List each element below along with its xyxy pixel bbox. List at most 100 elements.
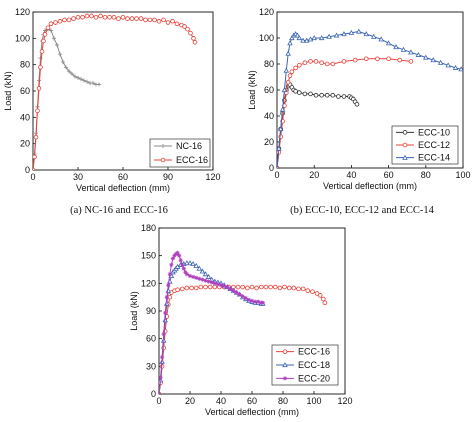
data-point [240,284,246,290]
data-point [249,298,255,303]
data-point [41,38,46,44]
data-point [408,59,414,64]
data-point [160,355,165,360]
data-point [102,14,108,20]
data-point [167,272,172,277]
x-axis-title: Vertical deflection (mm) [323,181,417,191]
data-point [63,65,69,70]
data-point [96,82,102,87]
data-point [180,262,185,267]
data-point [84,79,90,84]
data-point [205,273,212,279]
data-point [300,286,306,292]
data-point [375,56,380,62]
data-point [134,16,139,21]
data-point [408,49,414,55]
data-point [423,54,429,60]
data-point [84,13,90,19]
legend-marker [282,362,288,368]
data-point [75,75,81,80]
legend-marker [402,130,408,135]
data-point [246,297,251,303]
series-ecc-12 [277,56,414,168]
data-point [302,60,308,65]
data-point [215,282,220,287]
x-tick-label: 60 [247,396,257,406]
y-tick-label: 40 [20,112,30,122]
legend-marker [160,157,166,163]
data-point [51,36,57,41]
series-ecc-14 [277,28,463,168]
data-point [48,21,54,27]
data-point [147,17,153,23]
data-point [302,91,308,97]
x-tick-label: 100 [455,170,470,180]
y-tick-label: 60 [20,86,30,96]
data-point [175,287,180,293]
data-point [277,285,283,291]
data-point [218,283,224,288]
data-point [256,299,261,304]
y-tick-label: 0 [151,389,156,399]
data-point [129,16,135,21]
x-tick-label: 60 [384,170,394,180]
legend-label: NC-16 [176,141,202,151]
data-point [308,91,313,97]
legend-label: ECC-16 [298,347,330,357]
data-point [243,295,248,301]
data-point [66,69,72,74]
data-point [231,288,236,293]
data-point [66,17,72,23]
chart-c: 0 20 40 60 80 100 120 0 30 60 90 120 150 180 Vertical … [129,223,353,417]
data-point [352,57,358,63]
data-point [80,14,85,20]
data-point [305,288,311,294]
y-tick-label: 0 [25,165,30,175]
x-axis-title: Vertical deflection (mm) [205,407,299,417]
data-point [258,284,264,290]
data-point [348,29,355,35]
data-point [333,32,340,38]
x-tick-label: 120 [337,396,352,406]
data-point [356,28,362,34]
data-point [286,285,292,291]
data-point [240,294,245,299]
data-point [341,94,347,99]
data-point [209,280,214,285]
data-point [179,286,185,292]
data-point [277,165,279,168]
data-point [296,286,301,292]
data-point [330,92,336,98]
data-point [78,77,84,82]
data-point [386,56,391,62]
data-point [199,268,206,274]
data-point [152,17,157,23]
legend-label: ECC-20 [298,373,330,383]
data-point [317,293,323,298]
series-ecc-10 [277,82,360,168]
data-point [294,32,301,38]
data-point [190,261,196,267]
data-point [81,78,87,83]
data-point [319,60,324,65]
data-point [336,94,341,99]
data-point [291,285,297,291]
x-tick-label: 0 [30,172,35,182]
data-point [187,273,193,279]
data-point [307,36,314,42]
legend-label: ECC-14 [418,153,450,163]
data-point [192,39,198,45]
data-point [452,64,459,70]
data-point [228,286,233,291]
data-point [313,59,319,64]
data-point [202,271,209,277]
data-point [191,274,196,279]
data-point [318,35,325,41]
x-tick-label: 30 [73,172,83,182]
y-tick-label: 80 [20,60,30,70]
data-point [194,275,199,280]
data-point [183,270,188,275]
data-point [277,145,282,151]
data-point [75,14,81,20]
